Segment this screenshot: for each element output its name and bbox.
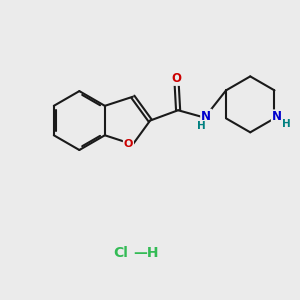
Text: H: H (197, 122, 206, 131)
Text: O: O (124, 140, 133, 149)
Text: Cl: Cl (113, 246, 128, 260)
Text: —H: —H (133, 246, 158, 260)
Text: N: N (201, 110, 211, 123)
Text: N: N (272, 110, 282, 123)
Text: H: H (283, 119, 291, 129)
Text: O: O (172, 72, 182, 85)
